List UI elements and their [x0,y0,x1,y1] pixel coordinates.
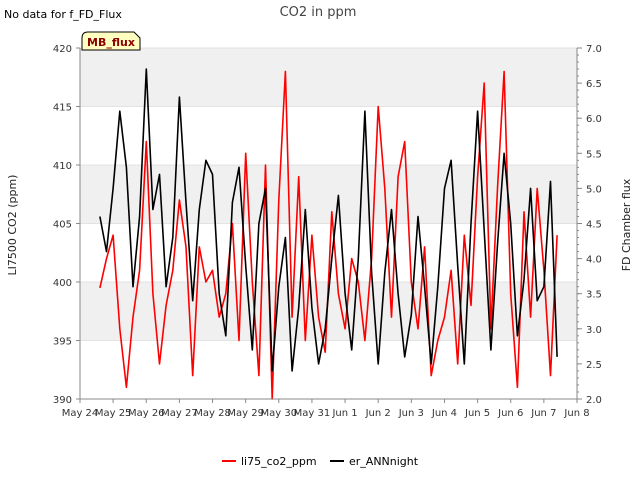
y-tick-label: 395 [53,337,72,348]
x-tick-label: May 27 [161,408,198,419]
x-tick-label: Jun 6 [497,408,523,419]
x-tick-label: Jun 1 [331,408,357,419]
legend-label-li75: li75_co2_ppm [241,455,317,468]
y2-tick-label: 4.5 [586,220,602,231]
chart-title: CO2 in ppm [280,5,357,20]
y2-tick-label: 3.5 [586,290,602,301]
y-tick-label: 405 [53,220,72,231]
y-tick-label: 410 [53,161,72,172]
y2-tick-label: 6.0 [586,114,602,125]
y2-tick-label: 7.0 [586,44,602,55]
y2-tick-label: 6.5 [586,79,602,90]
x-tick-label: May 28 [194,408,231,419]
band [80,48,577,107]
y2-tick-label: 3.0 [586,325,602,336]
y2-tick-label: 5.0 [586,184,602,195]
x-tick-label: May 31 [294,408,331,419]
y2-axis-label: FD Chamber flux [620,178,633,271]
y2-tick-label: 2.0 [586,395,602,406]
x-tick-label: Jun 4 [431,408,457,419]
x-tick-label: May 24 [62,408,99,419]
x-tick-label: May 26 [128,408,165,419]
x-tick-label: Jun 5 [464,408,490,419]
y2-tick-label: 4.0 [586,255,602,266]
x-tick-label: Jun 2 [365,408,391,419]
x-tick-label: May 30 [261,408,298,419]
series-line-li75_co2_ppm [99,70,558,400]
legend: li75_co2_ppm er_ANNnight [222,455,419,468]
x-tick-label: Jun 7 [530,408,556,419]
y2-tick-label: 2.5 [586,360,602,371]
right-y-ticks: 2.0 2.5 3.0 3.5 4.0 4.5 5.0 5.5 6.0 6.5 7.0 [577,44,602,406]
left-y-ticks: 390 395 400 405 410 415 420 [53,44,80,406]
badge-label: MB_flux [87,36,135,49]
x-tick-label: May 29 [227,408,264,419]
band [80,165,577,224]
x-tick-label: May 25 [95,408,132,419]
y-tick-label: 400 [53,278,72,289]
y-axis-label: LI7500 CO2 (ppm) [6,175,19,276]
y-tick-label: 420 [53,44,72,55]
mb-flux-badge: MB_flux [81,31,141,51]
x-tick-label: Jun 8 [563,408,589,419]
x-tick-label: Jun 3 [398,408,424,419]
y-tick-label: 390 [53,395,72,406]
no-data-message: No data for f_FD_Flux [4,8,122,21]
legend-label-er-annnight: er_ANNnight [349,455,419,468]
y2-tick-label: 5.5 [586,149,602,160]
series-line-er_ANNnight [99,68,558,372]
badge-box [81,31,141,51]
series-lines [99,68,558,400]
y-tick-label: 415 [53,103,72,114]
